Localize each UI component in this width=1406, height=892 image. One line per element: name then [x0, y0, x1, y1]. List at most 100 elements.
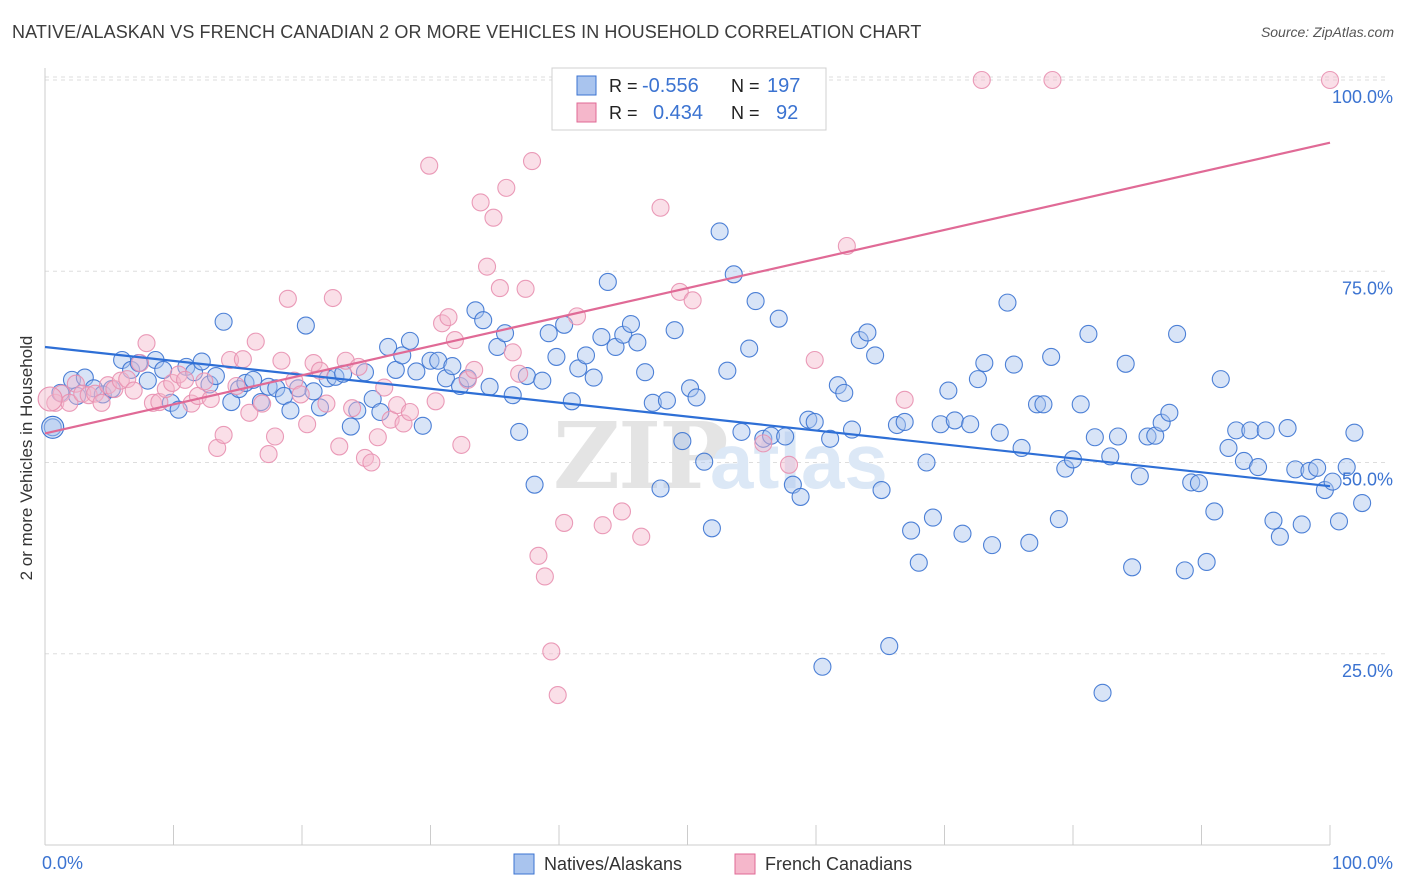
- french-point-92: [1320, 70, 1340, 90]
- french-point-35: [272, 351, 291, 370]
- natives-point-116: [917, 453, 936, 472]
- french-point-43: [323, 288, 342, 308]
- french-point-27: [220, 350, 240, 370]
- natives-point-109: [866, 346, 885, 365]
- natives-point-148: [1152, 413, 1171, 432]
- natives-point-125: [982, 536, 1002, 555]
- french-point-12: [124, 381, 143, 400]
- series-natives-points: [41, 222, 1372, 702]
- natives-point-30: [281, 401, 300, 420]
- y-tick-label-2: 75.0%: [1342, 278, 1393, 298]
- french-trend-line: [44, 141, 1331, 435]
- natives-point-91: [732, 422, 751, 441]
- french-point-68: [497, 178, 516, 197]
- natives-point-122: [961, 415, 980, 434]
- french-point-73: [529, 546, 548, 565]
- french-point-56: [420, 156, 439, 175]
- natives-point-52: [443, 357, 462, 376]
- french-point-cluster: [37, 386, 63, 412]
- french-point-33: [259, 445, 278, 464]
- french-point-7: [92, 393, 111, 412]
- natives-point-140: [1093, 683, 1112, 702]
- legend-swatch-blue: [576, 75, 597, 96]
- natives-point-128: [1004, 355, 1023, 374]
- natives-point-96: [769, 309, 788, 328]
- french-point-74: [535, 567, 554, 586]
- legend-swatch-pink: [576, 102, 597, 123]
- natives-point-113: [895, 412, 914, 432]
- natives-point-167: [1292, 515, 1311, 534]
- french-point-80: [612, 502, 632, 521]
- natives-point-172: [1329, 512, 1349, 531]
- french-point-50: [368, 428, 387, 447]
- natives-point-120: [945, 411, 964, 430]
- natives-point-20: [206, 367, 225, 386]
- legend-r-value-2: 0.434: [653, 102, 703, 124]
- natives-point-72: [592, 327, 611, 347]
- series-legend: Natives/Alaskans French Canadians: [513, 853, 912, 875]
- natives-point-144: [1123, 558, 1142, 577]
- natives-point-126: [990, 423, 1009, 442]
- french-point-26: [214, 425, 233, 445]
- natives-point-151: [1175, 561, 1194, 580]
- natives-point-169: [1308, 458, 1327, 477]
- natives-point-77: [628, 333, 647, 352]
- x-tick-labels: 0.0% 100.0%: [42, 853, 1393, 873]
- legend-n-label-1: N =: [731, 76, 760, 96]
- natives-point-49: [421, 351, 440, 370]
- natives-point-88: [710, 222, 729, 241]
- french-point-69: [503, 343, 522, 362]
- natives-point-55: [466, 301, 485, 320]
- french-point-32: [253, 394, 272, 413]
- natives-point-108: [858, 323, 877, 342]
- natives-point-146: [1138, 427, 1157, 446]
- french-point-77: [555, 513, 574, 532]
- natives-point-38: [341, 417, 360, 436]
- legend-n-value-1: 197: [767, 75, 800, 97]
- french-point-14: [137, 334, 156, 353]
- natives-point-76: [621, 314, 641, 334]
- natives-point-11: [138, 371, 157, 390]
- french-point-30: [240, 403, 259, 422]
- legend-n-label-2: N =: [731, 103, 760, 123]
- french-point-76: [548, 686, 567, 705]
- legend-n-value-2: 92: [776, 102, 798, 124]
- natives-point-83: [673, 432, 692, 451]
- natives-point-165: [1278, 419, 1297, 438]
- french-point-46: [343, 399, 362, 418]
- french-point-61: [452, 435, 471, 454]
- natives-point-cluster: [41, 415, 65, 439]
- legend-french-swatch: [734, 853, 756, 875]
- natives-point-82: [665, 321, 684, 340]
- natives-point-156: [1211, 370, 1230, 389]
- french-point-54: [394, 414, 413, 433]
- french-point-72: [522, 152, 542, 171]
- french-point-42: [317, 394, 336, 413]
- french-point-91: [1043, 70, 1062, 90]
- natives-trend-line: [44, 345, 1331, 488]
- natives-point-46: [400, 331, 419, 350]
- natives-point-164: [1270, 527, 1289, 546]
- french-point-63: [465, 360, 484, 379]
- natives-point-138: [1079, 324, 1098, 344]
- natives-point-25: [244, 370, 263, 389]
- natives-point-171: [1323, 472, 1342, 491]
- natives-point-48: [413, 416, 432, 435]
- french-point-57: [426, 392, 445, 411]
- french-point-82: [651, 198, 670, 217]
- natives-point-80: [651, 479, 670, 498]
- natives-point-175: [1353, 493, 1372, 513]
- natives-point-127: [998, 293, 1017, 312]
- natives-point-155: [1205, 502, 1224, 521]
- natives-point-157: [1219, 438, 1238, 458]
- french-point-84: [683, 291, 702, 310]
- natives-point-68: [562, 392, 581, 411]
- french-point-71: [516, 279, 535, 298]
- french-point-34: [265, 427, 285, 446]
- natives-point-61: [510, 422, 529, 441]
- natives-point-95: [761, 426, 781, 445]
- natives-point-102: [813, 657, 832, 676]
- chart-source: Source: ZipAtlas.com: [1260, 24, 1394, 40]
- natives-point-105: [835, 383, 854, 402]
